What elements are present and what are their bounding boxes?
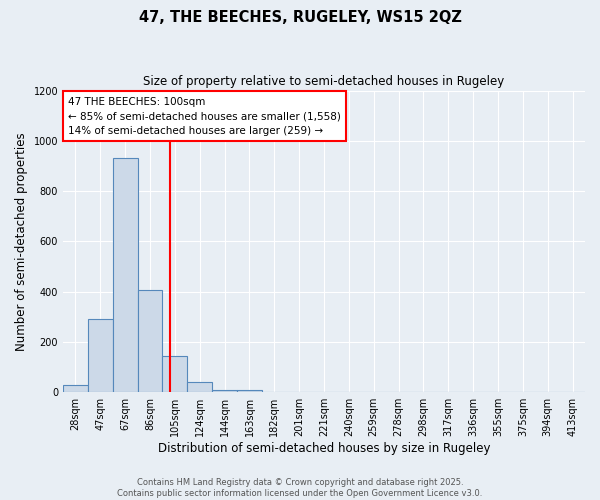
Text: 47 THE BEECHES: 100sqm
← 85% of semi-detached houses are smaller (1,558)
14% of : 47 THE BEECHES: 100sqm ← 85% of semi-det… (68, 96, 341, 136)
Bar (88, 319, 113, 392)
Text: Contains HM Land Registry data © Crown copyright and database right 2025.
Contai: Contains HM Land Registry data © Crown c… (118, 478, 482, 498)
Bar (212, 390, 237, 392)
Bar (63, 385, 88, 392)
Bar (237, 390, 262, 392)
Y-axis label: Number of semi-detached properties: Number of semi-detached properties (15, 132, 28, 350)
Text: 47, THE BEECHES, RUGELEY, WS15 2QZ: 47, THE BEECHES, RUGELEY, WS15 2QZ (139, 10, 461, 25)
Bar (187, 382, 212, 392)
Bar (137, 290, 163, 392)
Bar (113, 158, 137, 392)
Title: Size of property relative to semi-detached houses in Rugeley: Size of property relative to semi-detach… (143, 75, 505, 88)
X-axis label: Distribution of semi-detached houses by size in Rugeley: Distribution of semi-detached houses by … (158, 442, 490, 455)
Bar (163, 356, 187, 392)
